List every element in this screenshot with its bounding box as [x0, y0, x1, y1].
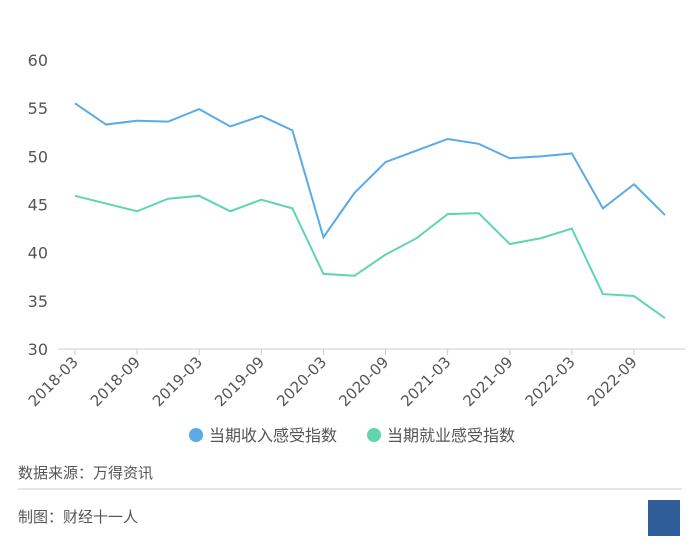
x-tick-label: 2020-03 — [273, 353, 330, 410]
legend-label: 当期收入感受指数 — [209, 426, 337, 445]
series-line — [74, 102, 666, 240]
y-tick-label: 35 — [28, 292, 48, 311]
y-tick-label: 40 — [28, 244, 48, 263]
x-tick-label: 2022-09 — [584, 353, 641, 410]
y-tick-label: 60 — [28, 51, 48, 70]
x-tick-label: 2021-03 — [397, 353, 454, 410]
legend-label: 当期就业感受指数 — [387, 426, 515, 445]
x-tick-label: 2019-09 — [211, 353, 268, 410]
y-tick-label: 45 — [28, 196, 48, 215]
y-tick-label: 50 — [28, 147, 48, 166]
x-tick-label: 2020-09 — [335, 353, 392, 410]
legend-marker — [189, 428, 203, 442]
y-tick-label: 55 — [28, 99, 48, 118]
y-tick-label: 30 — [28, 340, 48, 359]
source: 数据来源：万得资讯 — [18, 464, 153, 482]
x-tick-label: 2018-09 — [87, 353, 144, 410]
legend-marker — [367, 428, 381, 442]
x-tick-label: 2021-09 — [460, 353, 517, 410]
x-tick-label: 2022-03 — [522, 353, 579, 410]
credit: 制图：财经十一人 — [18, 508, 138, 526]
x-tick-label: 2019-03 — [149, 353, 206, 410]
series-line — [74, 194, 666, 319]
x-tick-label: 2018-03 — [25, 353, 82, 410]
logo — [648, 500, 680, 536]
